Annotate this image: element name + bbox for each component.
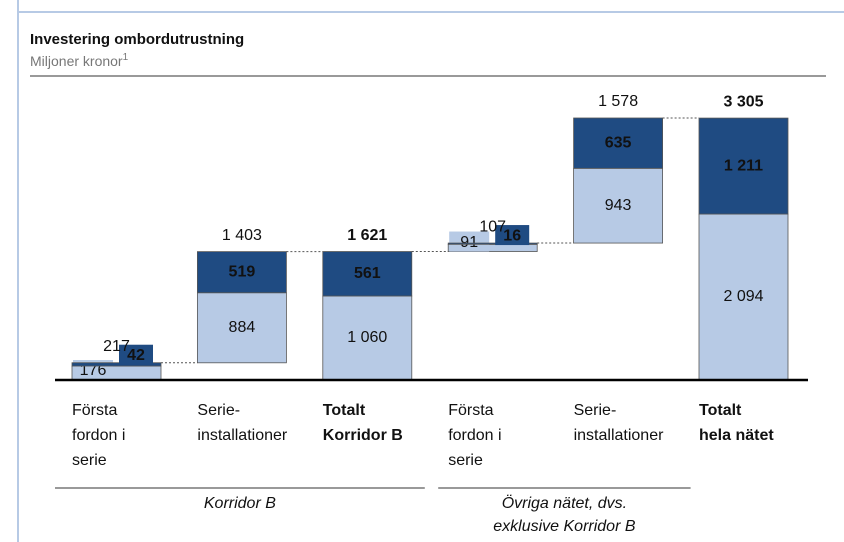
- chart-title: Investering ombordutrustning: [30, 31, 244, 48]
- segment-label: 519: [229, 263, 256, 280]
- bar-segment: [447, 242, 538, 245]
- segment-label: 1 060: [347, 329, 387, 346]
- x-tick-label: Första: [72, 402, 117, 419]
- x-tick-label: installationer: [197, 427, 288, 444]
- group-label: exklusive Korridor B: [493, 518, 636, 535]
- bar-segment: [71, 362, 162, 367]
- segment-label: 635: [605, 134, 632, 151]
- total-label: 1 403: [222, 227, 262, 244]
- group-label: Korridor B: [204, 495, 276, 512]
- label-box: [449, 231, 490, 252]
- bar-segment: [573, 167, 663, 244]
- x-tick-label: fordon i: [448, 427, 501, 444]
- bar-segment: [698, 213, 789, 381]
- segment-label: 561: [354, 265, 381, 282]
- total-label: 217: [103, 338, 130, 355]
- total-label: 107: [479, 218, 506, 235]
- segment-label: 176: [80, 362, 107, 379]
- x-tick-label: installationer: [574, 427, 665, 444]
- bar-segment: [196, 292, 287, 364]
- x-tick-label: Serie-: [197, 402, 240, 419]
- chart-subtitle: Miljoner kronor1: [30, 52, 129, 69]
- total-label: 1 621: [347, 227, 387, 244]
- segment-label: 16: [503, 227, 521, 244]
- total-label: 3 305: [723, 93, 763, 110]
- total-label: 1 578: [598, 93, 638, 110]
- segment-label: 42: [127, 347, 145, 364]
- x-tick-label: fordon i: [72, 427, 125, 444]
- subtitle-footnote: 1: [123, 52, 129, 63]
- x-tick-label: Totalt: [699, 402, 742, 419]
- label-box: [495, 225, 530, 246]
- segment-label: 1 211: [724, 157, 763, 174]
- bar-segment: [698, 117, 789, 215]
- group-label: Övriga nätet, dvs.: [502, 494, 627, 512]
- bar-segment: [322, 251, 413, 297]
- x-tick-label: serie: [448, 452, 483, 469]
- label-box: [119, 344, 153, 365]
- bar-segment: [196, 251, 287, 294]
- segment-label: 91: [460, 234, 478, 251]
- segment-label: 884: [229, 319, 256, 336]
- bar-segment: [322, 295, 413, 381]
- x-tick-label: Totalt: [323, 402, 366, 419]
- subtitle-text: Miljoner kronor: [30, 53, 123, 69]
- x-tick-label: serie: [72, 452, 107, 469]
- x-tick-label: Korridor B: [323, 427, 403, 444]
- segment-label: 2 094: [723, 288, 763, 305]
- bar-segment: [573, 117, 663, 169]
- x-tick-label: Första: [448, 402, 493, 419]
- segment-label: 943: [605, 197, 632, 214]
- x-tick-label: Serie-: [574, 402, 617, 419]
- x-tick-label: hela nätet: [699, 427, 774, 444]
